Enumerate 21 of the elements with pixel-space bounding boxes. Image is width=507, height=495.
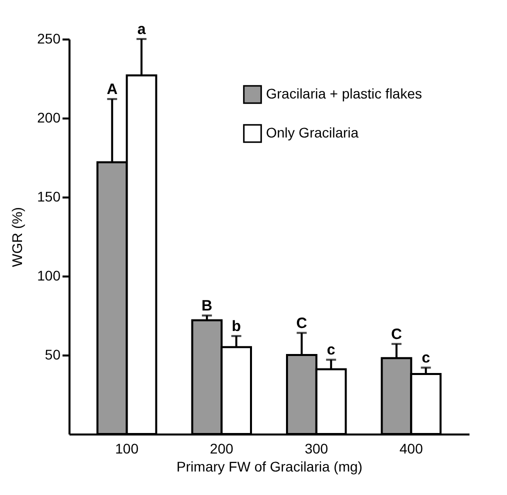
- annotation: B: [201, 298, 212, 314]
- legend-label: Gracilaria + plastic flakes: [266, 86, 422, 102]
- annotation: C: [391, 326, 402, 343]
- annotation: b: [232, 318, 241, 336]
- x-tick-label: 300: [304, 440, 328, 456]
- y-tick-label: 200: [37, 110, 61, 126]
- annotation: c: [326, 342, 336, 359]
- y-axis-title: WGR (%): [9, 207, 26, 267]
- y-tick-label: 250: [37, 30, 61, 46]
- y-tick-label: 50: [44, 346, 61, 362]
- annotation: C: [296, 314, 308, 332]
- y-tick-label: 100: [37, 268, 61, 284]
- x-tick-label: 200: [210, 440, 234, 456]
- y-tick-label: 150: [37, 188, 61, 204]
- x-tick-label: 400: [400, 440, 424, 456]
- x-axis-title: Primary FW of Gracilaria (mg): [176, 458, 362, 474]
- annotation: c: [422, 350, 430, 367]
- x-tick-label: 100: [115, 440, 139, 456]
- text: a: [137, 21, 146, 38]
- annotation: A: [106, 81, 118, 98]
- legend-label: Only Gracilaria: [266, 124, 359, 140]
